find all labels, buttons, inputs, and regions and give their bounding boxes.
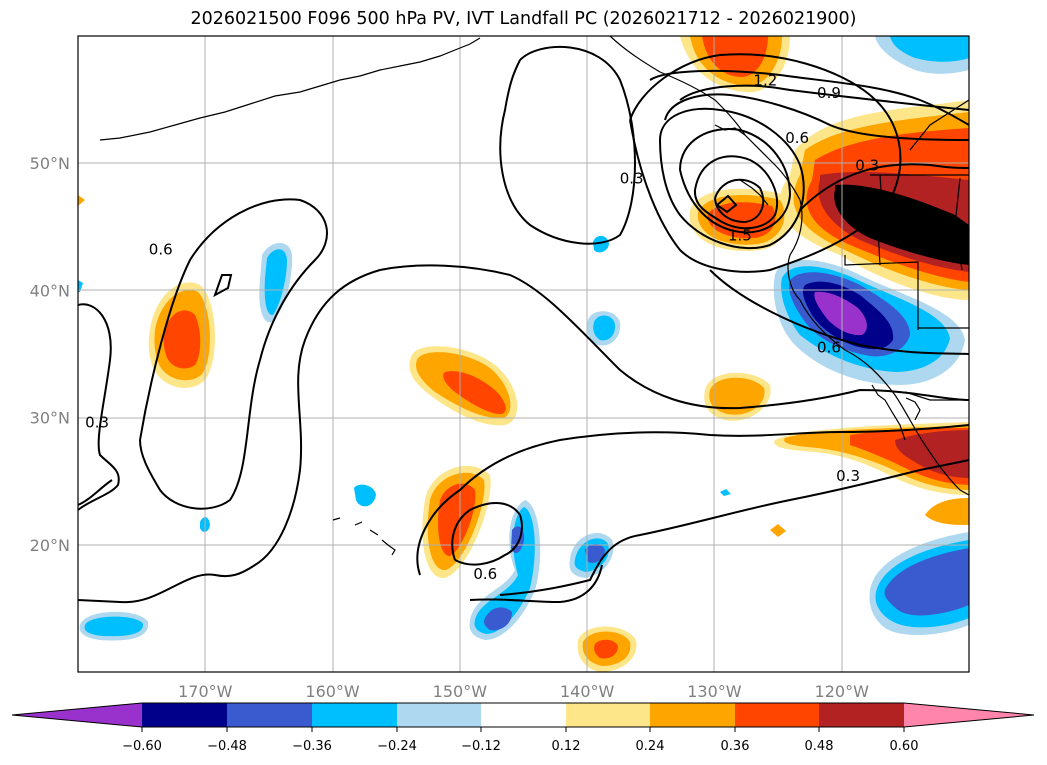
lat-label-1: 40°N [30,281,70,300]
negative-anomaly-south-048 [484,607,512,631]
positive-anomaly-edge [78,195,85,206]
colorbar-tick-6: 0.24 [636,739,665,754]
colorbar-tick-4: −0.12 [461,739,501,754]
colorbar-bin-4 [397,703,481,727]
contour-0.3-north [499,45,636,245]
contour-0.6-south [709,269,970,355]
negative-anomaly-tiny3 [720,489,731,496]
coastlines [99,36,969,556]
contour-label-4: 0.3 [620,169,644,187]
lat-label-3: 20°N [30,536,70,555]
colorbar-tick-5: 0.12 [552,739,581,754]
contour-label-3: 0.3 [855,157,879,175]
latitude-labels: 50°N 40°N 30°N 20°N [30,154,70,555]
negative-anomaly-california-ext [814,291,867,336]
map-title: 2026021500 F096 500 hPa PV, IVT Landfall… [190,9,857,29]
map-gridlines [78,36,969,672]
positive-anomaly-west-036 [163,310,201,369]
contour-big-loop [77,264,970,604]
map-frame [77,35,970,673]
contour-0.9 [679,84,970,111]
negative-anomaly-small2 [593,235,609,253]
negative-anomaly-thin-036 [264,249,287,316]
lat-label-0: 50°N [30,154,70,173]
contour-small [715,194,738,214]
contour-label-10: 0.6 [473,565,497,583]
contour-label-9: 0.3 [836,467,860,485]
colorbar-extend-high [904,703,1034,727]
positive-anomaly-mexico-048 [895,430,969,478]
positive-anomaly-goa-036 [702,36,768,78]
contour-west-edge [77,479,113,506]
colorbar-tick-1: −0.48 [207,739,247,754]
lon-label-5: 120°W [815,682,870,701]
positive-anomaly-small [770,524,786,537]
longitude-labels: 170°W 160°W 150°W 140°W 130°W 120°W [178,682,869,701]
negative-anomaly-top-036 [890,36,969,62]
contour-label-6: 0.6 [149,241,173,259]
lon-label-2: 150°W [433,682,488,701]
colorbar-tick-7: 0.36 [721,739,750,754]
positive-anomaly-central-036 [443,371,506,414]
colorbar-ticks: −0.60 −0.48 −0.36 −0.24 −0.12 0.12 0.24 0.36 0.4… [122,727,918,754]
colorbar-tick-0: −0.60 [122,739,162,754]
colorbar-tick-3: −0.24 [377,739,417,754]
contour-trough [139,198,328,510]
negative-anomaly-med-048 [585,544,605,563]
contour-large-ring [629,53,902,273]
positive-anomaly-subtropical-024 [709,377,765,415]
contour-label-8: 0.3 [85,414,109,432]
colorbar: −0.60 −0.48 −0.36 −0.24 −0.12 0.12 0.24 0.36 0.4… [11,702,1035,754]
contour-0.6-hawaii [451,502,523,566]
lon-label-4: 130°W [687,682,742,701]
contour-inner2 [679,128,792,234]
contour-label-2: 0.6 [785,129,809,147]
positive-anomaly-pnw-060 [834,184,969,265]
positive-anomaly-east [925,498,969,525]
lat-label-2: 30°N [30,409,70,428]
contour-small-west [213,274,233,298]
contour-label-7: 0.6 [817,339,841,357]
colorbar-bin-6 [566,703,650,727]
colorbar-bin-3 [312,703,397,727]
colorbar-bin-8 [735,703,819,727]
negative-anomaly-tiny1 [354,484,376,507]
colorbar-bin-5 [481,703,566,727]
contour-0.3-south [499,459,970,596]
contour-inner-south [469,564,603,604]
positive-anomaly-south-036 [594,639,618,659]
negative-anomaly-small1-036 [593,315,616,341]
colorbar-extend-low [12,703,142,727]
negative-anomaly-edge [78,280,83,292]
contour-1.5 [693,155,778,230]
contour-hawaii [416,424,970,576]
contour-labels: 1.2 0.9 0.6 0.3 0.3 1.5 0.6 0.6 0.3 0.3 0.6 [85,72,879,584]
contour-label-1: 0.9 [817,84,841,102]
colorbar-bin-9 [819,703,904,727]
negative-anomaly-se-048 [884,548,969,616]
contour-inner1 [659,107,805,250]
colorbar-bin-2 [227,703,312,727]
contour-label-0: 1.2 [753,72,777,90]
pv-contours [77,45,970,604]
contour-outer-ne [649,69,970,126]
colorbar-tick-8: 0.48 [805,739,834,754]
colorbar-tick-9: 0.60 [890,739,919,754]
colorbar-bin-7 [650,703,735,727]
contour-label-5: 1.5 [728,227,752,245]
lon-label-3: 140°W [560,682,615,701]
negative-anomaly-sw-036 [84,616,144,637]
contour-0.3-west [77,303,120,511]
colorbar-bin-1 [142,703,227,727]
contour-inner3 [714,178,765,224]
positive-anomaly-hawaii-036 [438,483,476,557]
lon-label-1: 160°W [305,682,360,701]
lon-label-0: 170°W [178,682,233,701]
colorbar-tick-2: −0.36 [292,739,332,754]
contour-0.3-ne [799,163,970,211]
